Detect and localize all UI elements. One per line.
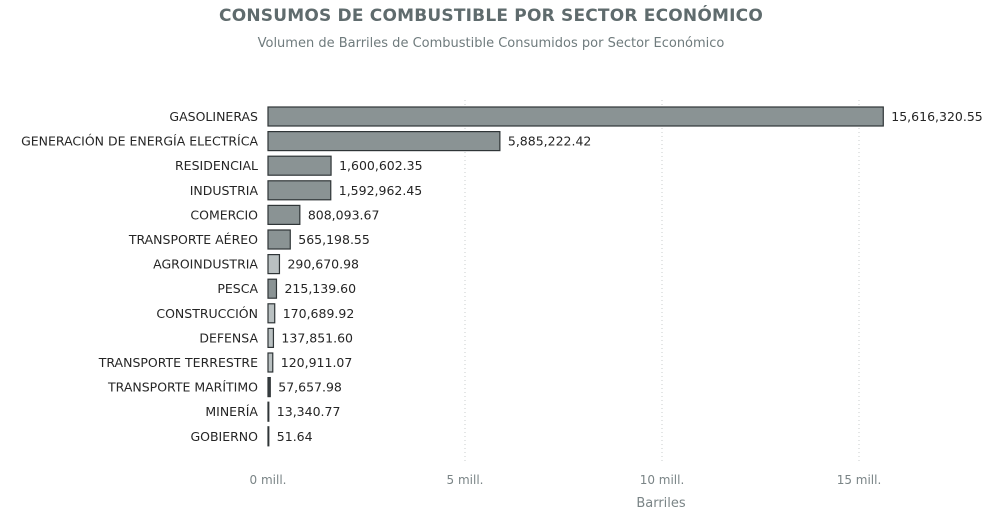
data-label: 15,616,320.55 xyxy=(891,109,982,124)
category-label: GOBIERNO xyxy=(190,429,258,444)
data-label: 1,600,602.35 xyxy=(339,158,423,173)
category-label: DEFENSA xyxy=(199,330,258,345)
category-label: PESCA xyxy=(217,281,258,296)
bar xyxy=(267,180,332,201)
data-label: 290,670.98 xyxy=(287,257,359,272)
category-label: MINERÍA xyxy=(205,404,258,419)
category-label: COMERCIO xyxy=(190,207,258,222)
data-label: 51.64 xyxy=(277,429,313,444)
bar xyxy=(267,352,274,373)
bar xyxy=(267,155,332,176)
bar xyxy=(267,327,275,348)
bar xyxy=(267,131,501,152)
data-label: 565,198.55 xyxy=(298,232,370,247)
category-label: TRANSPORTE AÉREO xyxy=(128,232,258,247)
category-label: GENERACIÓN DE ENERGÍA ELECTRÍCA xyxy=(21,134,258,149)
category-label: AGROINDUSTRIA xyxy=(153,257,258,272)
category-label: TRANSPORTE MARÍTIMO xyxy=(107,380,258,395)
bar xyxy=(267,106,884,127)
chart-subtitle: Volumen de Barriles de Combustible Consu… xyxy=(257,36,725,51)
bar xyxy=(267,401,270,422)
category-label: RESIDENCIAL xyxy=(175,158,258,173)
data-label: 13,340.77 xyxy=(277,404,341,419)
bar xyxy=(267,254,281,275)
x-tick-label: 15 mill. xyxy=(837,473,882,487)
category-label: INDUSTRIA xyxy=(190,183,259,198)
chart-title: CONSUMOS DE COMBUSTIBLE POR SECTOR ECONÓ… xyxy=(219,6,763,26)
x-tick-label: 10 mill. xyxy=(640,473,685,487)
data-label: 215,139.60 xyxy=(284,281,356,296)
x-tick-label: 5 mill. xyxy=(447,473,484,487)
data-label: 120,911.07 xyxy=(281,355,353,370)
data-label: 170,689.92 xyxy=(283,306,355,321)
data-label: 5,885,222.42 xyxy=(508,134,592,149)
bar xyxy=(267,204,301,225)
bar xyxy=(267,303,276,324)
data-label: 808,093.67 xyxy=(308,207,380,222)
bar xyxy=(267,377,271,398)
bar xyxy=(267,426,270,447)
bar xyxy=(267,229,291,250)
category-label: GASOLINERAS xyxy=(169,109,258,124)
data-label: 57,657.98 xyxy=(278,380,342,395)
data-label: 1,592,962.45 xyxy=(339,183,423,198)
category-label: TRANSPORTE TERRESTRE xyxy=(98,355,258,370)
x-axis-label: Barriles xyxy=(636,496,686,511)
category-label: CONSTRUCCIÓN xyxy=(156,306,258,321)
x-tick-label: 0 mill. xyxy=(250,473,287,487)
bar xyxy=(267,278,278,299)
data-label: 137,851.60 xyxy=(281,330,353,345)
